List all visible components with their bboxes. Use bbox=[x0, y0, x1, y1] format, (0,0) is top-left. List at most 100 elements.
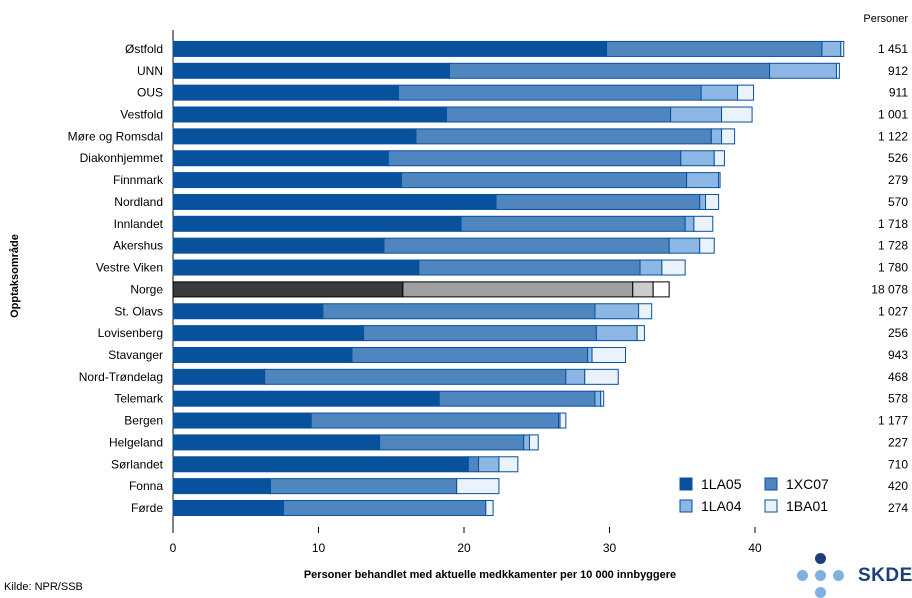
personer-value-unn: 912 bbox=[888, 64, 908, 78]
personer-value-stavanger: 943 bbox=[888, 348, 908, 362]
logo-dot-left bbox=[797, 570, 808, 581]
category-label-finnmark: Finnmark bbox=[113, 173, 164, 187]
bar-segment-helgeland-1la04 bbox=[523, 434, 530, 451]
personer-value-norge: 18 078 bbox=[871, 282, 908, 296]
legend-label-1ba01: 1BA01 bbox=[786, 498, 828, 514]
personer-value-sørlandet: 710 bbox=[888, 457, 908, 471]
x-tick-label-20: 20 bbox=[457, 541, 471, 555]
category-label-akershus: Akershus bbox=[113, 239, 163, 253]
bar-segment-finnmark-1ba01 bbox=[718, 172, 721, 189]
logo-dot-right bbox=[833, 570, 844, 581]
bar-segment-helgeland-1ba01 bbox=[528, 434, 539, 451]
bar-segment-fonna-1xc07 bbox=[269, 478, 458, 495]
bar-segment-nordland-1la05 bbox=[172, 193, 497, 210]
bar-segment-akershus-1xc07 bbox=[383, 237, 670, 254]
bar-segment-førde-1la05 bbox=[172, 499, 285, 516]
personer-value-finnmark: 279 bbox=[888, 173, 908, 187]
bar-segment-fonna-1ba01 bbox=[456, 478, 500, 495]
bar-segment-bergen-1la05 bbox=[172, 412, 312, 429]
bar-segment-vestre-viken-1xc07 bbox=[418, 259, 641, 276]
bar-segment-innlandet-1ba01 bbox=[693, 215, 714, 232]
bar-segment-vestre-viken-1la04 bbox=[639, 259, 663, 276]
category-label-st-olavs: St. Olavs bbox=[114, 304, 163, 318]
bar-segment-vestre-viken-1ba01 bbox=[661, 259, 686, 276]
logo-dot-top bbox=[815, 553, 826, 564]
bar-segment-nordland-1xc07 bbox=[495, 193, 701, 210]
personer-value-nordland: 570 bbox=[888, 195, 908, 209]
bar-segment-vestre-viken-1la05 bbox=[172, 259, 420, 276]
bar-segment-møre-og-romsdal-1ba01 bbox=[721, 128, 736, 145]
category-label-vestre-viken: Vestre Viken bbox=[96, 261, 163, 275]
bar-segment-unn-1ba01 bbox=[835, 62, 840, 79]
bar-segment-diakonhjemmet-1ba01 bbox=[713, 150, 725, 167]
personer-value-st-olavs: 1 027 bbox=[878, 304, 908, 318]
category-label-stavanger: Stavanger bbox=[108, 348, 163, 362]
legend-label-1la05: 1LA05 bbox=[701, 476, 742, 492]
bar-segment-norge-1la05 bbox=[172, 281, 404, 298]
personer-value-førde: 274 bbox=[888, 501, 908, 515]
bar-segment-sørlandet-1xc07 bbox=[467, 456, 480, 473]
category-label-helgeland: Helgeland bbox=[109, 435, 163, 449]
bar-segment-norge-1xc07 bbox=[402, 281, 634, 298]
category-label-sørlandet: Sørlandet bbox=[111, 457, 164, 471]
source-note: Kilde: NPR/SSB bbox=[4, 581, 83, 593]
bar-segment-st-olavs-1la05 bbox=[172, 303, 324, 320]
bar-segment-innlandet-1la04 bbox=[684, 215, 695, 232]
bar-segment-nord-trøndelag-1xc07 bbox=[264, 368, 567, 385]
bar-segment-st-olavs-1xc07 bbox=[322, 303, 596, 320]
bar-segment-akershus-1ba01 bbox=[699, 237, 715, 254]
personer-value-akershus: 1 728 bbox=[878, 239, 908, 253]
bar-segment-lovisenberg-1ba01 bbox=[636, 325, 645, 342]
category-label-førde: Førde bbox=[131, 501, 163, 515]
bar-segment-norge-1la04 bbox=[632, 281, 654, 298]
bar-segment-vestfold-1xc07 bbox=[446, 106, 672, 123]
logo-text: SKDE bbox=[858, 565, 912, 586]
bar-segment-østfold-1xc07 bbox=[606, 40, 823, 57]
bar-segment-nord-trøndelag-1la04 bbox=[565, 368, 586, 385]
bar-segment-lovisenberg-1la04 bbox=[595, 325, 638, 342]
personer-header: Personer bbox=[863, 13, 908, 25]
bar-segment-finnmark-1la04 bbox=[686, 172, 720, 189]
legend-swatch-1ba01 bbox=[764, 499, 778, 513]
category-label-østfold: Østfold bbox=[125, 42, 163, 56]
bar-segment-unn-1la04 bbox=[769, 62, 837, 79]
bar-segment-bergen-1xc07 bbox=[310, 412, 560, 429]
bar-segment-ous-1la04 bbox=[700, 84, 739, 101]
bar-segment-lovisenberg-1xc07 bbox=[363, 325, 597, 342]
bar-segment-st-olavs-1la04 bbox=[594, 303, 640, 320]
bar-segment-sørlandet-1ba01 bbox=[498, 456, 519, 473]
bar-segment-stavanger-1la05 bbox=[172, 346, 353, 363]
skde-logo: SKDE bbox=[796, 552, 912, 598]
category-label-fonna: Fonna bbox=[129, 479, 163, 493]
category-label-norge: Norge bbox=[130, 282, 163, 296]
bar-segment-norge-1ba01 bbox=[652, 281, 670, 298]
bar-segment-akershus-1la04 bbox=[668, 237, 701, 254]
bar-segment-st-olavs-1ba01 bbox=[638, 303, 653, 320]
personer-value-nord-trøndelag: 468 bbox=[888, 370, 908, 384]
bar-segment-finnmark-1xc07 bbox=[400, 172, 688, 189]
bar-segment-møre-og-romsdal-1la05 bbox=[172, 128, 417, 145]
bar-segment-fonna-1la05 bbox=[172, 478, 271, 495]
bar-segment-vestfold-1ba01 bbox=[721, 106, 753, 123]
x-tick-label-30: 30 bbox=[603, 541, 617, 555]
legend-swatch-1la04 bbox=[679, 499, 693, 513]
bar-segment-førde-1ba01 bbox=[485, 499, 494, 516]
y-axis-title: Opptaksområde bbox=[9, 234, 21, 318]
bar-segment-telemark-1la05 bbox=[172, 390, 440, 407]
personer-value-vestre-viken: 1 780 bbox=[878, 261, 908, 275]
bar-segment-stavanger-1xc07 bbox=[351, 346, 589, 363]
personer-value-innlandet: 1 718 bbox=[878, 217, 908, 231]
bar-segment-førde-1xc07 bbox=[283, 499, 487, 516]
x-tick-label-40: 40 bbox=[748, 541, 762, 555]
bar-segment-lovisenberg-1la05 bbox=[172, 325, 365, 342]
bar-segment-nord-trøndelag-1la05 bbox=[172, 368, 266, 385]
x-axis-title: Personer behandlet med aktuelle medkkame… bbox=[304, 569, 676, 581]
bar-segment-østfold-1la05 bbox=[172, 40, 608, 57]
bar-segment-unn-1la05 bbox=[172, 62, 450, 79]
bar-segment-bergen-1ba01 bbox=[559, 412, 567, 429]
bar-segment-ous-1la05 bbox=[172, 84, 400, 101]
bar-segment-diakonhjemmet-1xc07 bbox=[387, 150, 682, 167]
category-label-møre-og-romsdal: Møre og Romsdal bbox=[68, 129, 163, 143]
legend-label-1la04: 1LA04 bbox=[701, 498, 742, 514]
